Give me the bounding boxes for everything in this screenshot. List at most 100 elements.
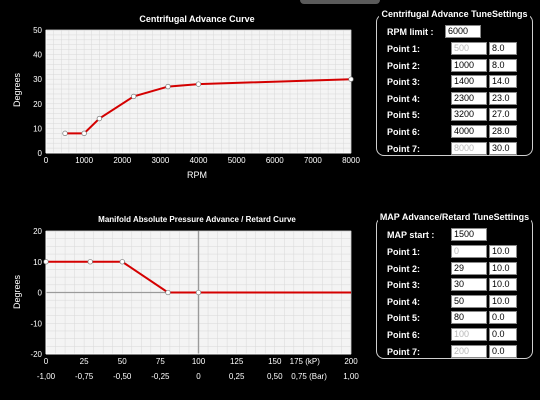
kpa-input[interactable]: 29 xyxy=(451,261,487,275)
kpa-input[interactable]: 30 xyxy=(451,278,487,292)
map-advance-retard-chart[interactable]: Manifold Absolute Pressure Advance / Ret… xyxy=(0,200,365,400)
rpm-limit-input[interactable]: 6000 xyxy=(445,25,481,38)
point-label: Point 4: xyxy=(387,93,420,104)
degrees-input[interactable]: 27.0 xyxy=(489,108,517,122)
x-tick-label: 200 xyxy=(344,357,358,366)
curve-point-handle[interactable] xyxy=(165,289,171,296)
kpa-input: 200 xyxy=(451,344,487,358)
y-axis-label: Degrees xyxy=(12,274,22,309)
x2-tick-label: 1,00 xyxy=(343,372,359,381)
degrees-input[interactable]: 10.0 xyxy=(489,278,517,292)
y-tick-label: 10 xyxy=(33,258,42,267)
degrees-input[interactable]: 10.0 xyxy=(489,294,517,308)
point-label: Point 3: xyxy=(387,280,420,291)
y-tick-label: 20 xyxy=(33,227,42,236)
rpm-input[interactable]: 4000 xyxy=(451,125,487,138)
rpm-input[interactable]: 3200 xyxy=(451,108,487,122)
degrees-input[interactable]: 0.0 xyxy=(489,328,517,341)
x2-tick-label: 0 xyxy=(196,372,201,381)
y-tick-label: 0 xyxy=(38,149,43,158)
x-tick-label: 25 xyxy=(80,357,89,366)
centrifugal-tune-settings-panel: Centrifugal Advance TuneSettings RPM lim… xyxy=(376,9,533,156)
point-label: Point 7: xyxy=(387,143,420,154)
kpa-input[interactable]: 80 xyxy=(451,311,487,325)
rpm-input[interactable]: 1000 xyxy=(451,58,487,72)
kpa-input[interactable]: 50 xyxy=(451,294,487,308)
x-tick-label: 75 xyxy=(156,357,165,366)
map-start-input[interactable]: 1500 xyxy=(451,228,487,241)
x2-tick-label: 0,25 xyxy=(229,372,245,381)
y-tick-label: 50 xyxy=(33,26,42,35)
kpa-input: 0 xyxy=(451,245,487,258)
degrees-input[interactable]: 0.0 xyxy=(489,311,517,325)
y-tick-label: 20 xyxy=(33,100,42,109)
curve-point-handle[interactable] xyxy=(131,93,137,100)
curve-point-handle[interactable] xyxy=(195,289,202,296)
curve-point-handle[interactable] xyxy=(195,81,202,87)
point-label: Point 5: xyxy=(387,110,420,121)
degrees-input[interactable]: 10.0 xyxy=(489,245,517,258)
curve-point-handle[interactable] xyxy=(348,76,354,82)
centrifugal-advance-chart[interactable]: Centrifugal Advance Curve Degrees RPM 0 1… xyxy=(0,0,365,190)
point-label: Point 1: xyxy=(387,44,420,54)
curve-point-handle[interactable] xyxy=(96,115,103,122)
x-tick-label: 8000 xyxy=(342,156,360,165)
curve-point-handle[interactable] xyxy=(62,130,68,136)
rpm-input[interactable]: 1400 xyxy=(451,75,487,89)
degrees-input[interactable]: 8.0 xyxy=(489,42,517,55)
rpm-limit-label: RPM limit : xyxy=(387,27,434,37)
x2-tick-label: -0,75 xyxy=(75,372,94,381)
point-row: Point 6: 4000 28.0 xyxy=(377,125,532,139)
x2-tick-label: -0,25 xyxy=(151,372,170,381)
point-label: Point 6: xyxy=(387,330,420,340)
map-start-label: MAP start : xyxy=(387,230,435,240)
y-tick-label: 10 xyxy=(33,124,42,133)
x2-tick-label: -0,50 xyxy=(113,372,132,381)
x-tick-label: 4000 xyxy=(190,156,208,165)
curve-point-handle[interactable] xyxy=(81,130,87,136)
x-tick-label: 50 xyxy=(118,357,127,366)
x-tick-label: 7000 xyxy=(304,156,322,165)
kpa-input: 100 xyxy=(451,328,487,341)
degrees-input[interactable]: 8.0 xyxy=(489,58,517,72)
degrees-input[interactable]: 10.0 xyxy=(489,261,517,275)
point-label: Point 5: xyxy=(387,313,420,324)
point-row: Point 4: 50 10.0 xyxy=(377,294,532,309)
rpm-limit-row: RPM limit : 6000 xyxy=(377,25,532,39)
curve-point-handle[interactable] xyxy=(43,259,49,265)
x-tick-label: 0 xyxy=(44,357,49,366)
degrees-input[interactable]: 28.0 xyxy=(489,125,517,138)
curve-line xyxy=(46,260,351,294)
degrees-input[interactable]: 30.0 xyxy=(489,141,517,155)
x-axis-label: RPM xyxy=(187,170,207,180)
point-row: Point 3: 1400 14.0 xyxy=(377,75,532,89)
chart-title: Centrifugal Advance Curve xyxy=(139,14,254,24)
point-row: Point 5: 80 0.0 xyxy=(377,311,532,325)
x-tick-label: 125 xyxy=(230,357,244,366)
x2-tick-label: 0,75 (Bar) xyxy=(291,372,327,381)
curve-point-handle[interactable] xyxy=(165,83,171,90)
degrees-input[interactable]: 23.0 xyxy=(489,91,517,105)
x2-tick-label: -1,00 xyxy=(37,372,56,381)
point-label: Point 7: xyxy=(387,346,420,357)
x-tick-label: 2000 xyxy=(113,156,131,165)
curve-point-handle[interactable] xyxy=(119,259,125,265)
point-row: Point 5: 3200 27.0 xyxy=(377,108,532,122)
rpm-input: 500 xyxy=(451,42,487,55)
degrees-input[interactable]: 0.0 xyxy=(489,344,517,358)
rpm-input[interactable]: 2300 xyxy=(451,91,487,105)
y-tick-label: 40 xyxy=(33,51,42,60)
y-tick-label: 0 xyxy=(38,289,43,298)
y-tick-label: -10 xyxy=(30,319,42,328)
point-label: Point 3: xyxy=(387,77,420,88)
y-tick-label: 30 xyxy=(33,75,42,84)
panel-title: MAP Advance/Retard TuneSettings xyxy=(377,212,532,222)
x-tick-label: 6000 xyxy=(266,156,284,165)
x-tick-label: 175 (kP) xyxy=(290,357,321,366)
point-row: Point 2: 1000 8.0 xyxy=(377,58,532,73)
x-tick-label: 5000 xyxy=(228,156,246,165)
point-label: Point 1: xyxy=(387,247,420,257)
degrees-input[interactable]: 14.0 xyxy=(489,75,517,89)
point-row: Point 7: 8000 30.0 xyxy=(377,141,532,156)
curve-point-handle[interactable] xyxy=(87,259,93,265)
